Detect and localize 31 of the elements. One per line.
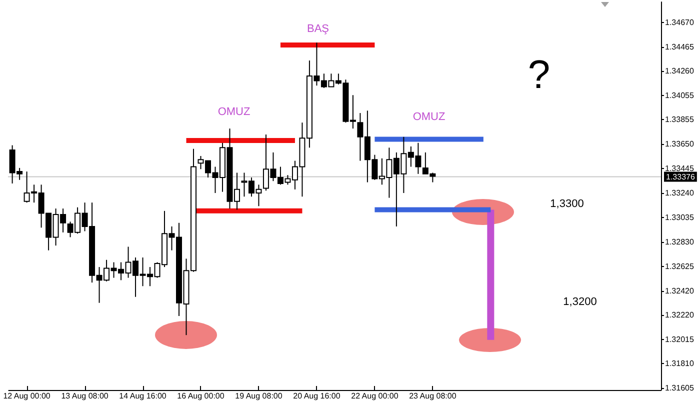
- x-tick-label: 23 Aug 08:00: [409, 392, 457, 400]
- annotation: OMUZ: [218, 106, 250, 118]
- y-tick-label: 1.32015: [665, 334, 694, 344]
- ref-line-label: 1.33376: [666, 172, 696, 182]
- y-tick-label: 1.32830: [665, 237, 694, 246]
- x-tick-label: 19 Aug 08:00: [235, 392, 283, 400]
- y-tick-label: 1.32420: [665, 286, 694, 296]
- y-tick-label: 1.34260: [665, 66, 694, 76]
- y-tick-label: 1.34055: [665, 91, 694, 100]
- y-tick-label: 1.33855: [665, 115, 694, 124]
- x-tick-label: 22 Aug 00:00: [351, 392, 399, 400]
- x-tick-label: 16 Aug 00:00: [177, 392, 225, 400]
- y-tick-label: 1.32220: [665, 310, 694, 320]
- annotation: ?: [528, 53, 550, 97]
- x-tick-label: 14 Aug 16:00: [119, 392, 167, 400]
- annotation: OMUZ: [412, 111, 446, 123]
- y-tick-label: 1.34670: [665, 18, 694, 27]
- x-tick-label: 20 Aug 16:00: [293, 392, 341, 400]
- y-tick-label: 1.33240: [665, 188, 694, 198]
- y-tick-label: 1.31605: [665, 384, 694, 393]
- y-tick-label: 1.33445: [665, 164, 694, 174]
- annotation: 1,3200: [563, 296, 597, 308]
- x-tick-label: 12 Aug 00:00: [3, 392, 51, 400]
- annotation: BAŞ: [306, 23, 330, 35]
- annotation: 1,3300: [550, 198, 584, 210]
- x-tick-label: 13 Aug 08:00: [61, 392, 109, 400]
- y-tick-label: 1.33650: [665, 140, 694, 149]
- y-tick-label: 1.34465: [665, 42, 694, 52]
- y-tick-label: 1.33035: [665, 212, 694, 222]
- y-tick-label: 1.32625: [665, 262, 694, 271]
- y-tick-label: 1.31810: [665, 359, 694, 368]
